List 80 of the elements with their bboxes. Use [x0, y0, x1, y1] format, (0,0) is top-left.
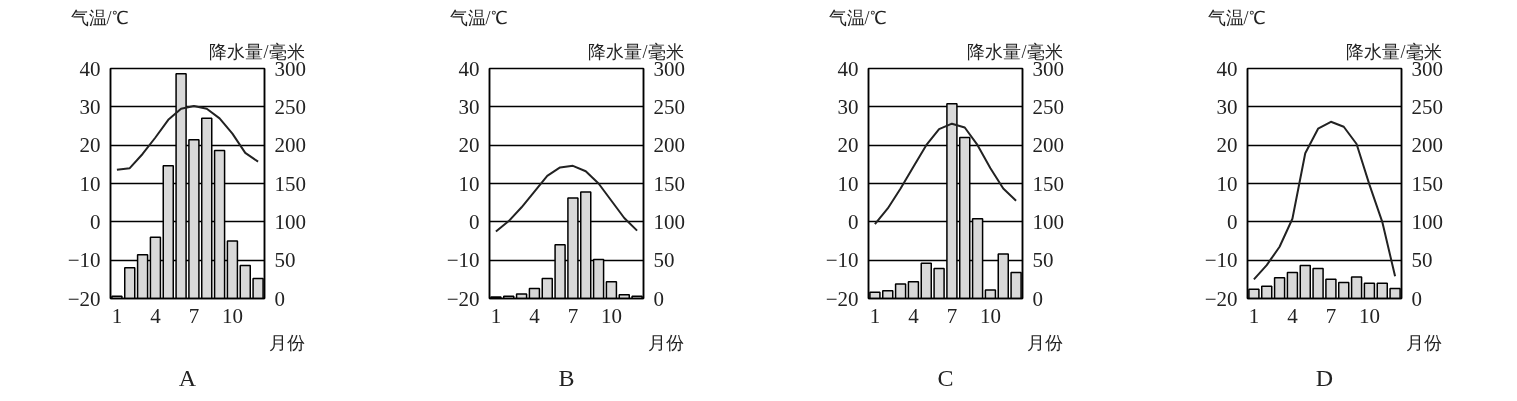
- x-tick-label: 7: [1325, 303, 1337, 328]
- y2-tick-label: 0: [1411, 286, 1422, 311]
- y-tick-label: 20: [458, 133, 480, 158]
- y2-tick-label: 150: [274, 171, 306, 196]
- y2-tick-label: 150: [1032, 171, 1064, 196]
- text: B: [558, 364, 575, 391]
- x-axis-title: 月份: [1026, 332, 1063, 353]
- y-tick-label: 10: [837, 171, 859, 196]
- y-tick-label: −10: [67, 248, 101, 273]
- y-axis-title: 气温/℃: [70, 7, 129, 28]
- y2-tick-label: 200: [274, 133, 306, 158]
- y-tick-label: 40: [79, 56, 101, 81]
- y-tick-label: 20: [79, 133, 101, 158]
- x-tick-label: 4: [908, 303, 920, 328]
- y-tick-label: 10: [1216, 171, 1238, 196]
- x-tick-label: 7: [567, 303, 579, 328]
- x-axis-title: 月份: [647, 332, 684, 353]
- y-tick-label: −20: [825, 286, 859, 311]
- y-tick-label: 30: [837, 94, 859, 119]
- y2-tick-label: 250: [1032, 94, 1064, 119]
- y-tick-label: −10: [825, 248, 859, 273]
- text: D: [1315, 364, 1334, 391]
- y-tick-label: 30: [79, 94, 101, 119]
- x-tick-label: 10: [1358, 303, 1380, 328]
- y2-tick-label: 100: [274, 209, 306, 234]
- x-axis-title: 月份: [1405, 332, 1442, 353]
- y-tick-label: 40: [1216, 56, 1238, 81]
- y2-tick-label: 200: [1032, 133, 1064, 158]
- x-tick-label: 1: [490, 303, 502, 328]
- x-tick-label: 4: [1287, 303, 1299, 328]
- x-tick-label: 1: [111, 303, 123, 328]
- y2-tick-label: 150: [1411, 171, 1443, 196]
- y-tick-label: −20: [446, 286, 480, 311]
- y2-tick-label: 100: [1032, 209, 1064, 234]
- y-tick-label: 40: [837, 56, 859, 81]
- x-tick-label: 10: [979, 303, 1001, 328]
- x-tick-label: 10: [221, 303, 243, 328]
- y2-tick-label: 200: [1411, 133, 1443, 158]
- y-tick-label: −10: [1204, 248, 1238, 273]
- y-axis-title: 气温/℃: [449, 7, 508, 28]
- y-tick-label: 20: [837, 133, 859, 158]
- y2-tick-label: 150: [653, 171, 685, 196]
- text: A: [178, 364, 197, 391]
- x-tick-label: 4: [529, 303, 541, 328]
- y-tick-label: 0: [469, 209, 480, 234]
- y-tick-label: 0: [90, 209, 101, 234]
- y2-tick-label: 50: [1032, 248, 1054, 273]
- y-tick-label: 40: [458, 56, 480, 81]
- x-tick-label: 10: [600, 303, 622, 328]
- x-tick-label: 1: [1248, 303, 1260, 328]
- y-tick-label: 10: [458, 171, 480, 196]
- y2-tick-label: 250: [1411, 94, 1443, 119]
- x-tick-label: 1: [869, 303, 881, 328]
- y-tick-label: −20: [67, 286, 101, 311]
- y-axis-title: 气温/℃: [828, 7, 887, 28]
- x-axis-title: 月份: [268, 332, 305, 353]
- y-axis-title: 气温/℃: [1207, 7, 1266, 28]
- y2-tick-label: 250: [274, 94, 306, 119]
- y2-tick-label: 250: [653, 94, 685, 119]
- text: C: [937, 364, 954, 391]
- y2-tick-label: 0: [653, 286, 664, 311]
- y2-tick-label: 0: [1032, 286, 1043, 311]
- y2-tick-label: 100: [1411, 209, 1443, 234]
- x-tick-label: 4: [150, 303, 162, 328]
- y2-tick-label: 50: [653, 248, 675, 273]
- y-tick-label: 0: [848, 209, 859, 234]
- x-tick-label: 7: [946, 303, 958, 328]
- y-tick-label: −20: [1204, 286, 1238, 311]
- y2-tick-label: 200: [653, 133, 685, 158]
- y2-tick-label: 50: [274, 248, 296, 273]
- x-tick-label: 7: [188, 303, 200, 328]
- y2-tick-label: 100: [653, 209, 685, 234]
- y-tick-label: 20: [1216, 133, 1238, 158]
- y-tick-label: 30: [1216, 94, 1238, 119]
- y-tick-label: 0: [1227, 209, 1238, 234]
- y-tick-label: 10: [79, 171, 101, 196]
- y-tick-label: 30: [458, 94, 480, 119]
- y2-tick-label: 50: [1411, 248, 1433, 273]
- y-tick-label: −10: [446, 248, 480, 273]
- y2-tick-label: 0: [274, 286, 285, 311]
